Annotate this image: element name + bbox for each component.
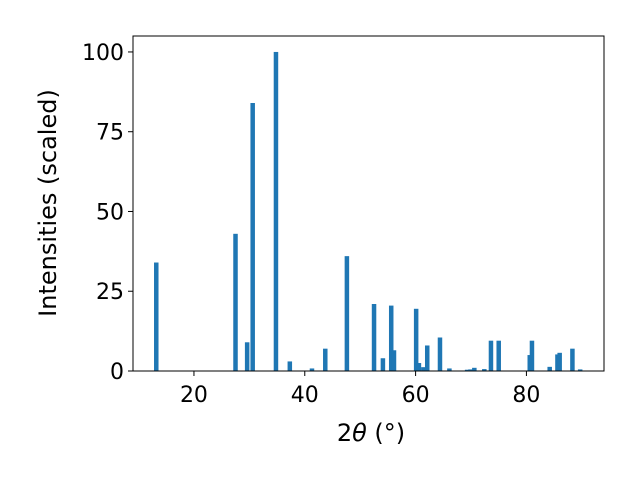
bar — [416, 363, 422, 371]
bar — [380, 358, 386, 371]
bar — [233, 233, 238, 371]
y-tick-label: 100 — [82, 41, 124, 66]
bar — [472, 367, 477, 371]
x-axis: 20 40 60 80 — [180, 371, 540, 408]
bar — [250, 103, 255, 371]
plot-frame — [132, 35, 605, 372]
y-axis-label: Intensities (scaled) — [34, 89, 62, 317]
bar — [496, 340, 501, 371]
bar — [464, 369, 470, 371]
bar — [557, 352, 562, 371]
y-tick-label: 75 — [96, 121, 124, 146]
bar — [421, 367, 426, 371]
bar — [244, 342, 250, 371]
bar — [413, 308, 419, 371]
bar — [447, 368, 452, 371]
bar — [577, 369, 583, 371]
bar — [482, 369, 487, 371]
y-tick-label: 50 — [96, 200, 124, 225]
bar — [391, 350, 397, 371]
bar — [323, 348, 328, 371]
y-tick-label: 0 — [110, 360, 124, 385]
bar — [488, 340, 494, 371]
bar — [309, 368, 315, 371]
bar — [424, 345, 430, 371]
y-tick-label: 25 — [96, 280, 124, 305]
x-tick-label: 40 — [291, 383, 319, 408]
x-tick-label: 20 — [180, 383, 208, 408]
bar — [547, 366, 552, 371]
bar — [273, 51, 279, 371]
bar — [154, 262, 159, 371]
bar — [344, 256, 350, 371]
bar — [287, 361, 293, 371]
x-tick-label: 60 — [402, 383, 430, 408]
bar — [468, 369, 473, 371]
x-tick-label: 80 — [512, 383, 540, 408]
bar — [529, 340, 535, 371]
bar — [371, 304, 377, 371]
bar — [388, 305, 394, 371]
x-axis-label: 2θ (°) — [337, 419, 405, 447]
y-axis: 0 25 50 75 100 — [82, 41, 133, 385]
bars-group — [154, 51, 583, 371]
bar — [570, 348, 575, 371]
bar — [437, 337, 443, 371]
